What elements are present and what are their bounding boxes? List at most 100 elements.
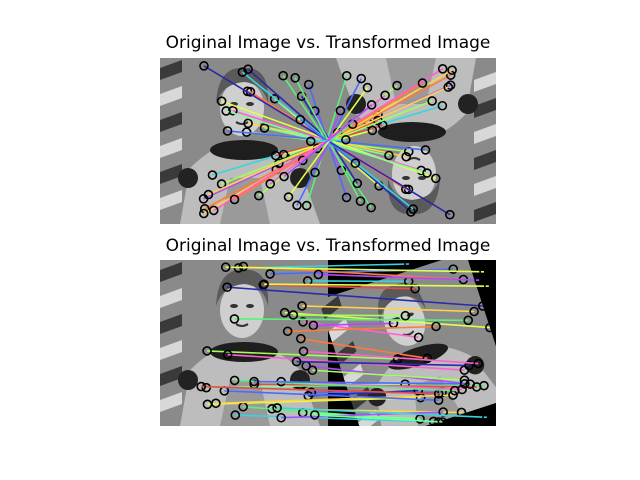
keypoint-marker — [297, 301, 307, 311]
keypoint-marker — [259, 279, 269, 290]
keypoint-marker — [259, 123, 270, 133]
keypoint-marker — [350, 158, 361, 169]
keypoint-marker — [253, 190, 264, 201]
keypoint-marker — [265, 269, 275, 279]
keypoint-marker — [269, 93, 280, 104]
keypoint-marker — [484, 281, 494, 291]
flag-stripe — [160, 111, 182, 132]
flag-stripe — [160, 85, 182, 106]
keypoint-marker — [459, 379, 470, 389]
keypoint-marker — [380, 90, 390, 101]
flag-stripe — [474, 98, 496, 119]
suit-chest — [220, 178, 270, 224]
match-line — [313, 322, 394, 327]
eye — [246, 102, 254, 106]
match-line — [224, 390, 439, 401]
keypoint-marker — [249, 376, 259, 387]
keypoint-marker — [199, 208, 209, 219]
helmet-hardware — [178, 168, 198, 188]
keypoint-marker — [288, 310, 299, 320]
hair — [216, 67, 269, 104]
match-line — [281, 411, 444, 419]
keypoint-marker — [392, 80, 402, 91]
keypoint-marker — [437, 64, 448, 74]
keypoint-marker — [290, 73, 300, 83]
eye — [402, 176, 410, 180]
match-line — [300, 337, 428, 360]
match-line — [227, 286, 483, 307]
keypoint-marker — [400, 310, 411, 321]
keypoint-marker — [474, 275, 484, 286]
keypoint-marker — [292, 200, 302, 211]
flag-stripe — [160, 313, 182, 334]
match-line — [235, 414, 439, 423]
original-image — [160, 58, 328, 224]
transformed-portrait — [328, 58, 496, 224]
eye — [246, 304, 254, 308]
keypoint-marker — [313, 269, 324, 280]
flag-stripe — [160, 163, 182, 184]
match-line — [234, 318, 469, 322]
flag-stripe — [160, 365, 182, 386]
flag-stripe — [160, 287, 182, 308]
keypoint-marker — [222, 349, 233, 360]
panel-1-image — [160, 58, 496, 224]
keypoint-marker — [202, 346, 212, 356]
flag-stripe — [474, 124, 496, 145]
keypoint-marker — [473, 358, 484, 369]
keypoint-marker — [276, 412, 286, 423]
keypoint-marker — [229, 314, 240, 324]
keypoint-marker — [366, 202, 376, 213]
keypoint-marker — [207, 170, 218, 180]
keypoint-marker — [445, 80, 456, 90]
keypoint-marker — [384, 150, 394, 161]
keypoint-marker — [448, 264, 459, 274]
mouth — [235, 121, 249, 125]
keypoint-marker — [237, 67, 248, 77]
keypoint-marker — [228, 105, 238, 116]
keypoint-marker — [297, 155, 308, 166]
eye — [418, 176, 426, 180]
keypoint-marker — [422, 353, 433, 364]
keypoint-marker — [431, 321, 441, 332]
match-lines — [198, 61, 457, 220]
keypoint-marker — [211, 398, 221, 409]
keypoint-marker — [283, 192, 294, 202]
match-line — [254, 380, 465, 385]
keypoint-marker — [308, 320, 319, 331]
hair — [387, 178, 440, 215]
keypoint-marker — [298, 346, 309, 357]
keypoint-marker — [230, 410, 241, 420]
keypoint-marker — [341, 192, 352, 203]
keypoint-marker — [303, 79, 314, 90]
keypoint-marker — [401, 184, 411, 195]
keypoint-marker — [305, 136, 316, 147]
keypoint-marker — [278, 70, 288, 81]
keypoint-marker — [479, 266, 489, 277]
face — [220, 282, 264, 338]
keypoint-marker — [341, 134, 351, 145]
transformed-image — [328, 58, 496, 224]
keypoint-marker — [413, 332, 424, 343]
match-line — [277, 407, 487, 419]
helmet-hardware — [290, 370, 310, 390]
flag-stripe — [160, 391, 182, 412]
keypoint-marker — [221, 106, 231, 116]
keypoint-marker — [203, 189, 214, 200]
match-line — [287, 87, 369, 198]
match-line — [318, 273, 480, 282]
flag-stripe — [160, 137, 182, 158]
keypoint-marker — [309, 410, 320, 420]
keypoint-marker — [449, 385, 460, 396]
match-line — [283, 104, 373, 178]
eye — [230, 304, 238, 308]
keypoint-marker — [355, 196, 366, 206]
keypoint-marker — [279, 171, 289, 182]
keypoint-marker — [433, 395, 444, 405]
match-line — [225, 266, 485, 273]
keypoint-marker — [279, 307, 290, 318]
keypoint-marker — [482, 412, 492, 423]
keypoint-marker — [469, 306, 479, 317]
keypoint-marker — [427, 96, 437, 106]
keypoint-marker — [464, 360, 474, 371]
